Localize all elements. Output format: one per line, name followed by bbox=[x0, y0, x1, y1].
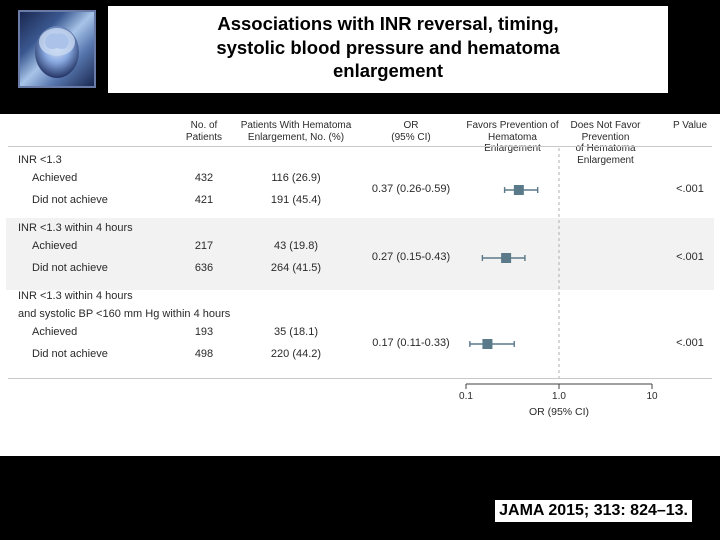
forest-plot-svg bbox=[0, 114, 720, 456]
tick-label: 10 bbox=[637, 391, 667, 402]
citation: JAMA 2015; 313: 824–13. bbox=[495, 500, 692, 522]
tick-label: 1.0 bbox=[544, 391, 574, 402]
title-block: Associations with INR reversal, timing, … bbox=[108, 6, 668, 93]
title-line-3: enlargement bbox=[118, 59, 658, 83]
x-axis-label: OR (95% CI) bbox=[466, 406, 652, 418]
forest-plot-panel: No. ofPatientsPatients With HematomaEnla… bbox=[0, 114, 720, 456]
brain-thumbnail bbox=[18, 10, 96, 88]
title-line-2: systolic blood pressure and hematoma bbox=[118, 36, 658, 60]
title-line-1: Associations with INR reversal, timing, bbox=[118, 12, 658, 36]
tick-label: 0.1 bbox=[451, 391, 481, 402]
